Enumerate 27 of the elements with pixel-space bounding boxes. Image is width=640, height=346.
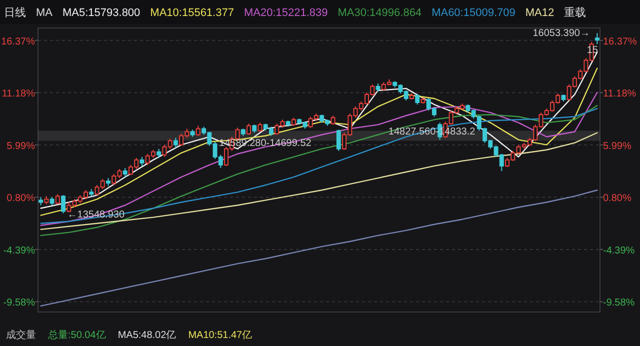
y2-tick-label: 0.80%: [603, 193, 632, 204]
y-tick-label: 5.99%: [6, 140, 36, 152]
annotation: 16053.390→: [532, 28, 590, 39]
text: 重载: [564, 6, 586, 19]
y2-tick-label: 11.18%: [603, 88, 636, 100]
line-series: [40, 190, 598, 307]
y-tick-label: 0.80%: [6, 193, 36, 204]
y-tick-label: 16.37%: [1, 36, 36, 48]
y-tick-label: -4.39%: [3, 245, 36, 256]
y-tick-label: -9.58%: [3, 298, 36, 309]
y2-tick-label: -4.39%: [603, 245, 635, 256]
text: 总量:50.04亿: [47, 329, 106, 341]
text: MA30:14996.864: [338, 7, 422, 19]
text: MA12: [525, 7, 554, 19]
text: MA10:15561.377: [150, 7, 234, 19]
text: MA10:51.47亿: [188, 330, 252, 341]
text: MA20:15221.839: [244, 7, 328, 19]
y2-tick-label: -9.58%: [603, 298, 635, 309]
text: MA5:48.02亿: [118, 330, 176, 341]
text: MA: [36, 7, 54, 19]
text: 日线: [4, 6, 26, 19]
text: MA5:15793.800: [62, 7, 140, 19]
text: 成交量: [6, 329, 36, 341]
text: MA60:15009.709: [432, 7, 516, 19]
y-tick-label: 11.18%: [2, 88, 36, 100]
y2-tick-label: 5.99%: [603, 140, 632, 152]
y2-tick-label: 16.37%: [603, 36, 638, 48]
